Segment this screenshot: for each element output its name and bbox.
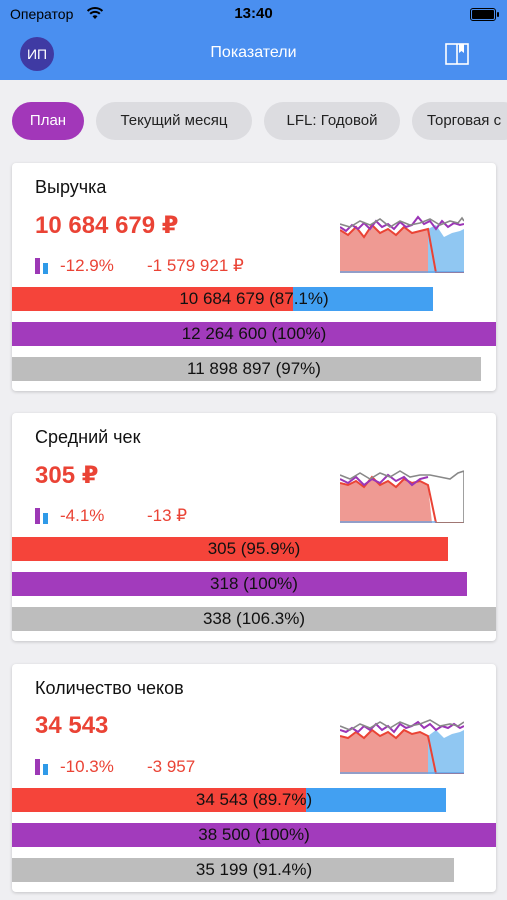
change-absolute: -13 ₽: [147, 506, 188, 525]
compare-bars-icon: [35, 258, 49, 274]
bar-prev: 35 199 (91.4%): [12, 858, 496, 882]
fact-bar-label: 10 684 679 (87.1%): [179, 289, 329, 308]
metric-card-revenue[interactable]: Выручка 10 684 679 ₽ -12.9% -1 579 921 ₽…: [12, 163, 496, 391]
metric-card-average-check[interactable]: Средний чек 305 ₽ -4.1% -13 ₽ 305 (95.9%…: [12, 413, 496, 641]
compare-bars-icon: [35, 508, 49, 524]
prev-bar-fill: [12, 357, 481, 381]
chip-lfl-yearly[interactable]: LFL: Годовой: [264, 102, 400, 140]
plan-bar-label: 12 264 600 (100%): [181, 324, 327, 343]
sparkline-chart: [340, 215, 464, 273]
change-absolute: -3 957: [147, 757, 196, 776]
card-value: 10 684 679 ₽: [35, 212, 179, 239]
prev-bar-label: 338 (106.3%): [202, 609, 306, 628]
change-absolute: -1 579 921 ₽: [147, 256, 244, 275]
bar-plan: 38 500 (100%): [12, 823, 496, 847]
avatar-button[interactable]: ИП: [20, 37, 54, 71]
change-percent: -10.3%: [60, 757, 114, 776]
fact-bar-fill: [12, 537, 448, 561]
card-value: 34 543: [35, 712, 109, 739]
sparkline-chart: [340, 470, 464, 523]
bar-plan: 318 (100%): [12, 572, 496, 596]
fact-bar-label: 34 543 (89.7%): [195, 790, 313, 809]
bar-prev: 338 (106.3%): [12, 607, 496, 631]
card-title: Средний чек: [35, 427, 141, 447]
chip-trade[interactable]: Торговая с: [412, 102, 507, 140]
card-title: Выручка: [35, 177, 107, 197]
plan-bar-fill: [12, 823, 496, 847]
battery-icon: [470, 8, 499, 21]
plan-bar-label: 38 500 (100%): [198, 825, 310, 844]
card-value: 305 ₽: [35, 462, 99, 489]
prev-bar-label: 11 898 897 (97%): [187, 359, 321, 378]
metric-card-check-count[interactable]: Количество чеков 34 543 -10.3% -3 957 34…: [12, 664, 496, 892]
wifi-icon: [86, 7, 104, 19]
compare-bars-icon: [35, 759, 49, 775]
page-title: Показатели: [210, 44, 297, 61]
status-bar: Оператор 13:40: [0, 0, 507, 30]
change-percent: -4.1%: [60, 506, 105, 525]
prev-bar-label: 35 199 (91.4%): [195, 860, 313, 879]
bar-plan: 12 264 600 (100%): [12, 322, 496, 346]
fact-bar-fill: [12, 287, 293, 311]
chip-current-month[interactable]: Текущий месяц: [96, 102, 252, 140]
bar-fact: 10 684 679 (87.1%): [12, 287, 496, 311]
filter-chips: План Текущий месяц LFL: Годовой Торговая…: [0, 80, 507, 160]
card-title: Количество чеков: [35, 678, 184, 698]
change-percent: -12.9%: [60, 256, 114, 275]
bar-prev: 11 898 897 (97%): [12, 357, 496, 381]
plan-bar-fill: [12, 572, 467, 596]
nav-bar: ИП Показатели: [0, 30, 507, 80]
prev-bar-fill: [12, 858, 454, 882]
clock: 13:40: [234, 5, 273, 22]
bar-fact: 305 (95.9%): [12, 537, 496, 561]
chip-plan[interactable]: План: [12, 102, 84, 140]
book-icon[interactable]: [444, 41, 470, 67]
fact-bar-label: 305 (95.9%): [207, 539, 301, 558]
plan-bar-label: 318 (100%): [210, 574, 298, 593]
sparkline-chart: [340, 719, 464, 774]
bar-fact: 34 543 (89.7%): [12, 788, 496, 812]
plan-bar-fill: [12, 322, 496, 346]
carrier-name: Оператор: [10, 6, 74, 22]
prev-bar-fill: [12, 607, 496, 631]
fact-bar-fill: [12, 788, 306, 812]
